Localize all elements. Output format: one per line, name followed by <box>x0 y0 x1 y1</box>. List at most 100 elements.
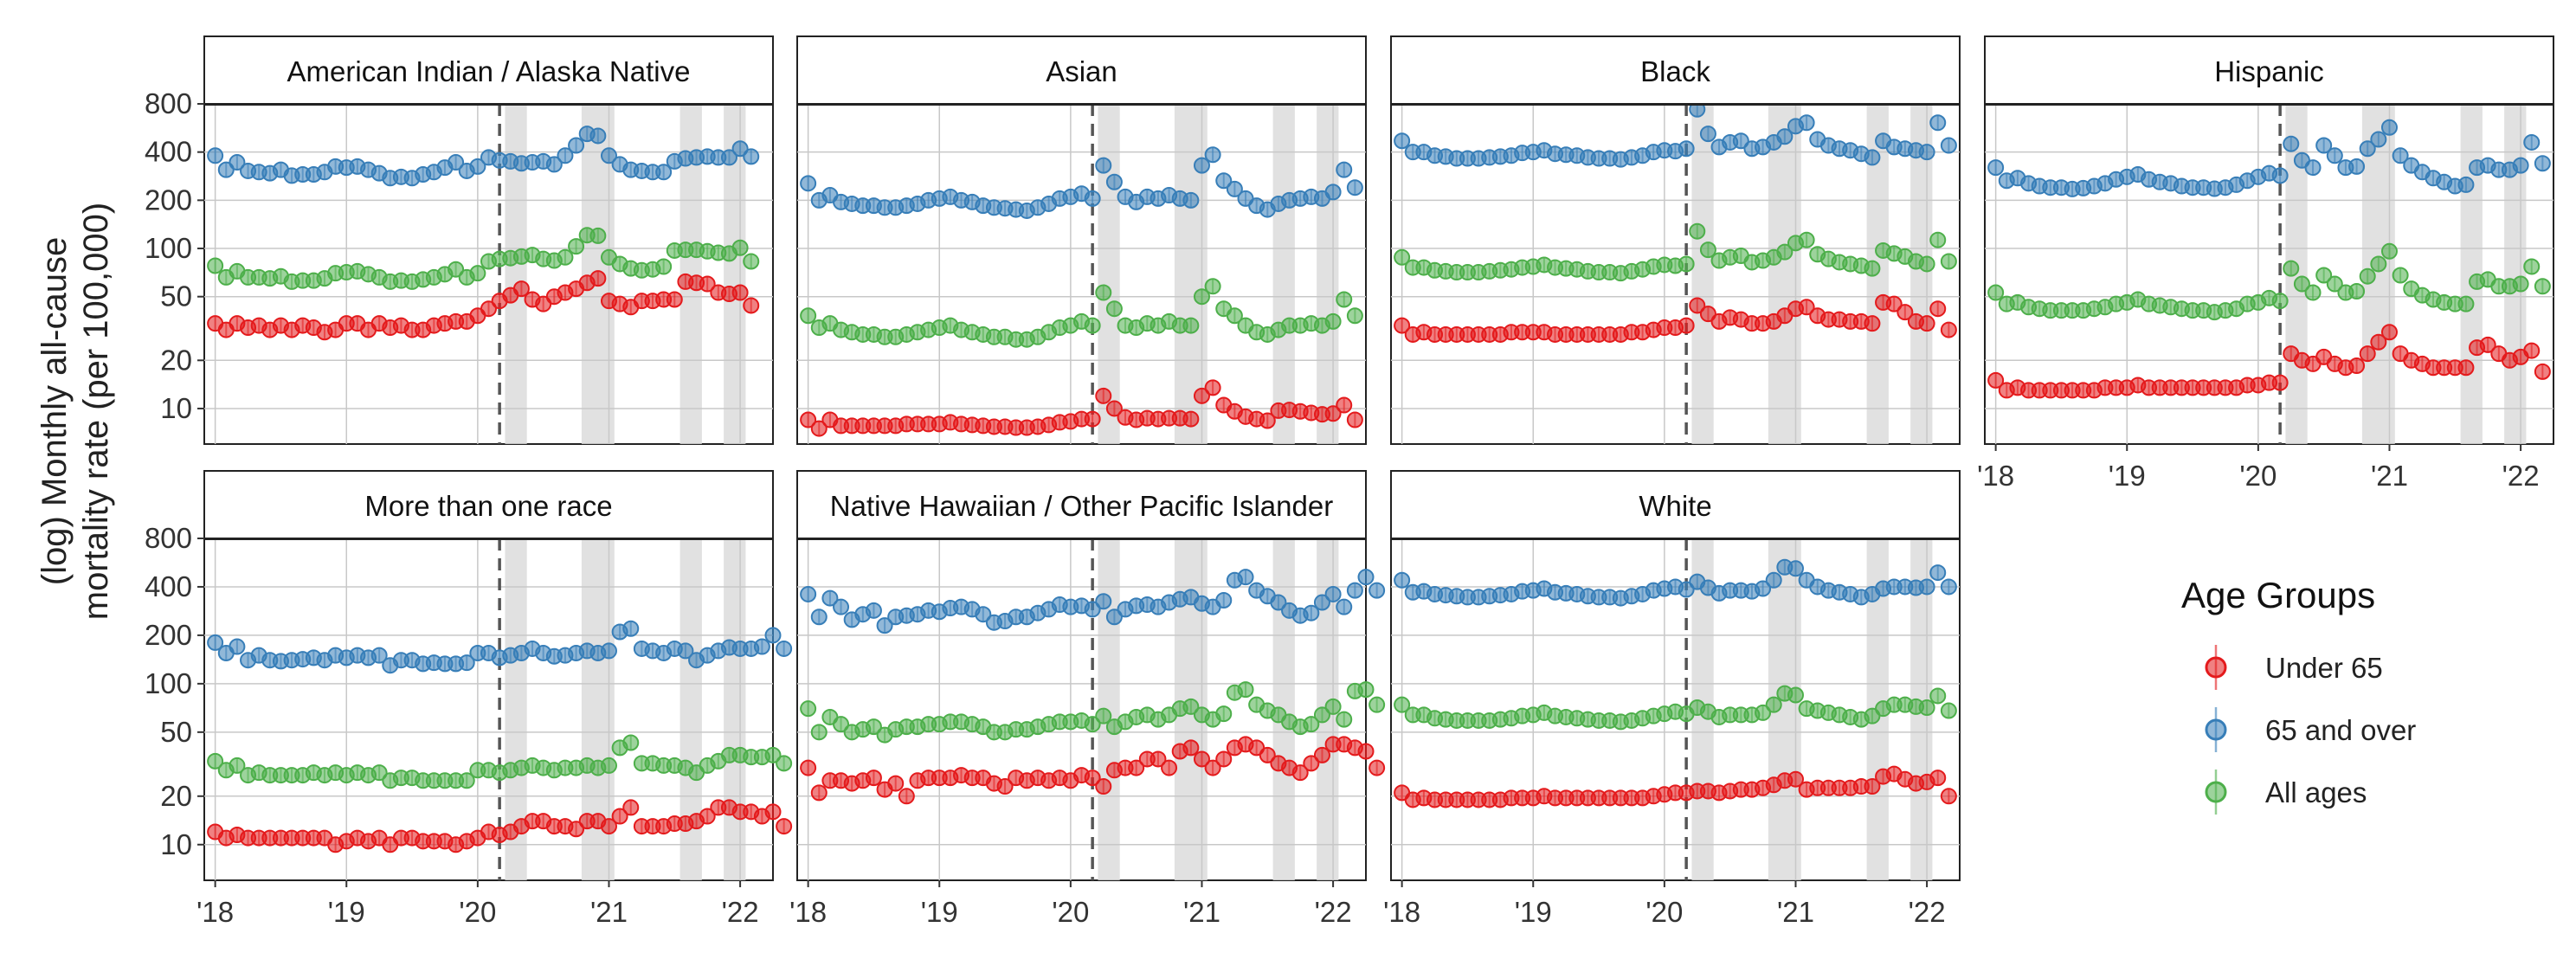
strip-background <box>203 470 774 539</box>
series-over65 <box>207 620 793 674</box>
data-point <box>1368 759 1386 776</box>
strip-background <box>796 470 1367 539</box>
x-tick-label: '21 <box>2371 460 2408 492</box>
data-point <box>2512 157 2529 174</box>
data-point <box>1182 410 1200 428</box>
data-point <box>720 149 737 166</box>
data-point <box>1182 739 1200 757</box>
data-point <box>2283 260 2300 277</box>
data-point <box>600 147 617 164</box>
data-point <box>589 227 607 244</box>
data-point <box>1678 140 1695 158</box>
data-point <box>800 759 817 776</box>
data-point <box>1678 317 1695 334</box>
data-point <box>1987 159 2005 177</box>
data-point <box>1940 788 1957 805</box>
data-point <box>207 147 224 164</box>
data-point <box>568 137 585 154</box>
series-all <box>800 278 1363 348</box>
data-point <box>622 734 640 751</box>
series-all <box>1987 242 2551 321</box>
data-point <box>1237 569 1254 586</box>
data-point <box>1918 699 1935 717</box>
data-point <box>1259 412 1276 429</box>
series-over65 <box>1394 100 1957 168</box>
data-point <box>2348 283 2366 300</box>
data-point <box>1095 778 1112 795</box>
data-point <box>1095 157 1112 174</box>
data-point <box>865 718 882 736</box>
data-point <box>655 258 673 275</box>
data-point <box>1699 126 1716 143</box>
panel-more-than-one-race: More than one race 10 20 50 100 200 400 800 '18 '… <box>145 470 793 928</box>
legend: Age Groups Under 65 65 and over All ages <box>2181 575 2416 815</box>
data-point <box>1864 315 1881 332</box>
data-point <box>2271 374 2289 391</box>
x-tick-label: '22 <box>1909 896 1946 928</box>
data-point <box>876 617 893 634</box>
data-point <box>1084 601 1101 618</box>
data-point <box>1324 585 1342 602</box>
data-point <box>1324 184 1342 201</box>
data-point <box>1182 698 1200 715</box>
data-point <box>1346 411 1363 428</box>
data-point <box>1787 686 1804 704</box>
data-point <box>1787 560 1804 577</box>
data-point <box>1346 179 1363 196</box>
data-point <box>2271 167 2289 184</box>
data-point <box>2380 324 2398 341</box>
data-point <box>1193 157 1210 174</box>
panel-native-hawaiian-other-pacific-islander: Native Hawaiian / Other Pacific Islander… <box>789 470 1386 928</box>
data-point <box>2523 133 2541 151</box>
data-point <box>1864 149 1881 166</box>
data-point <box>776 755 793 772</box>
x-tick-label: '22 <box>722 896 759 928</box>
data-point <box>1368 696 1386 713</box>
data-point <box>2479 336 2496 353</box>
data-point <box>1798 231 1815 248</box>
data-point <box>1940 702 1957 719</box>
panel-hispanic: Hispanic '18 '19 '20 '21 '22 <box>1977 35 2554 492</box>
series-over65 <box>800 146 1363 219</box>
legend-key-point <box>2205 656 2227 679</box>
data-point <box>469 158 486 175</box>
data-point <box>2315 267 2333 284</box>
data-point <box>1313 594 1330 611</box>
data-point <box>1226 180 1243 197</box>
data-point <box>1368 582 1386 599</box>
data-point <box>810 724 828 741</box>
x-tick-label: '18 <box>196 896 234 928</box>
strip-background <box>203 35 774 105</box>
data-point <box>1864 260 1881 277</box>
data-point <box>800 700 817 718</box>
panel-title: Black <box>1640 55 1710 87</box>
data-point <box>865 770 882 787</box>
data-point <box>1161 759 1178 776</box>
x-tick-label: '20 <box>1052 896 1089 928</box>
data-point <box>2523 342 2541 359</box>
data-point <box>1929 114 1947 132</box>
series-all <box>207 734 793 789</box>
panel-title: Native Hawaiian / Other Pacific Islander <box>830 490 1333 522</box>
data-point <box>2457 176 2475 193</box>
shaded-period <box>2504 104 2527 444</box>
data-point <box>1346 582 1363 599</box>
y-tick-label: 800 <box>145 522 192 554</box>
panel-title: White <box>1639 490 1711 522</box>
data-point <box>1193 750 1210 768</box>
data-point <box>1357 681 1375 699</box>
y-tick-label: 20 <box>160 344 192 376</box>
y-tick-label: 800 <box>145 87 192 119</box>
data-point <box>1084 190 1101 207</box>
data-point <box>2304 284 2322 301</box>
data-point <box>370 764 388 782</box>
series-over65 <box>800 569 1386 634</box>
data-point <box>776 640 793 657</box>
data-point <box>1885 295 1903 312</box>
x-tick-label: '21 <box>1777 896 1814 928</box>
data-point <box>448 154 465 171</box>
y-tick-label: 400 <box>145 570 192 602</box>
x-tick-label: '18 <box>789 896 827 928</box>
data-point <box>1204 146 1221 164</box>
data-point <box>1929 231 1947 248</box>
